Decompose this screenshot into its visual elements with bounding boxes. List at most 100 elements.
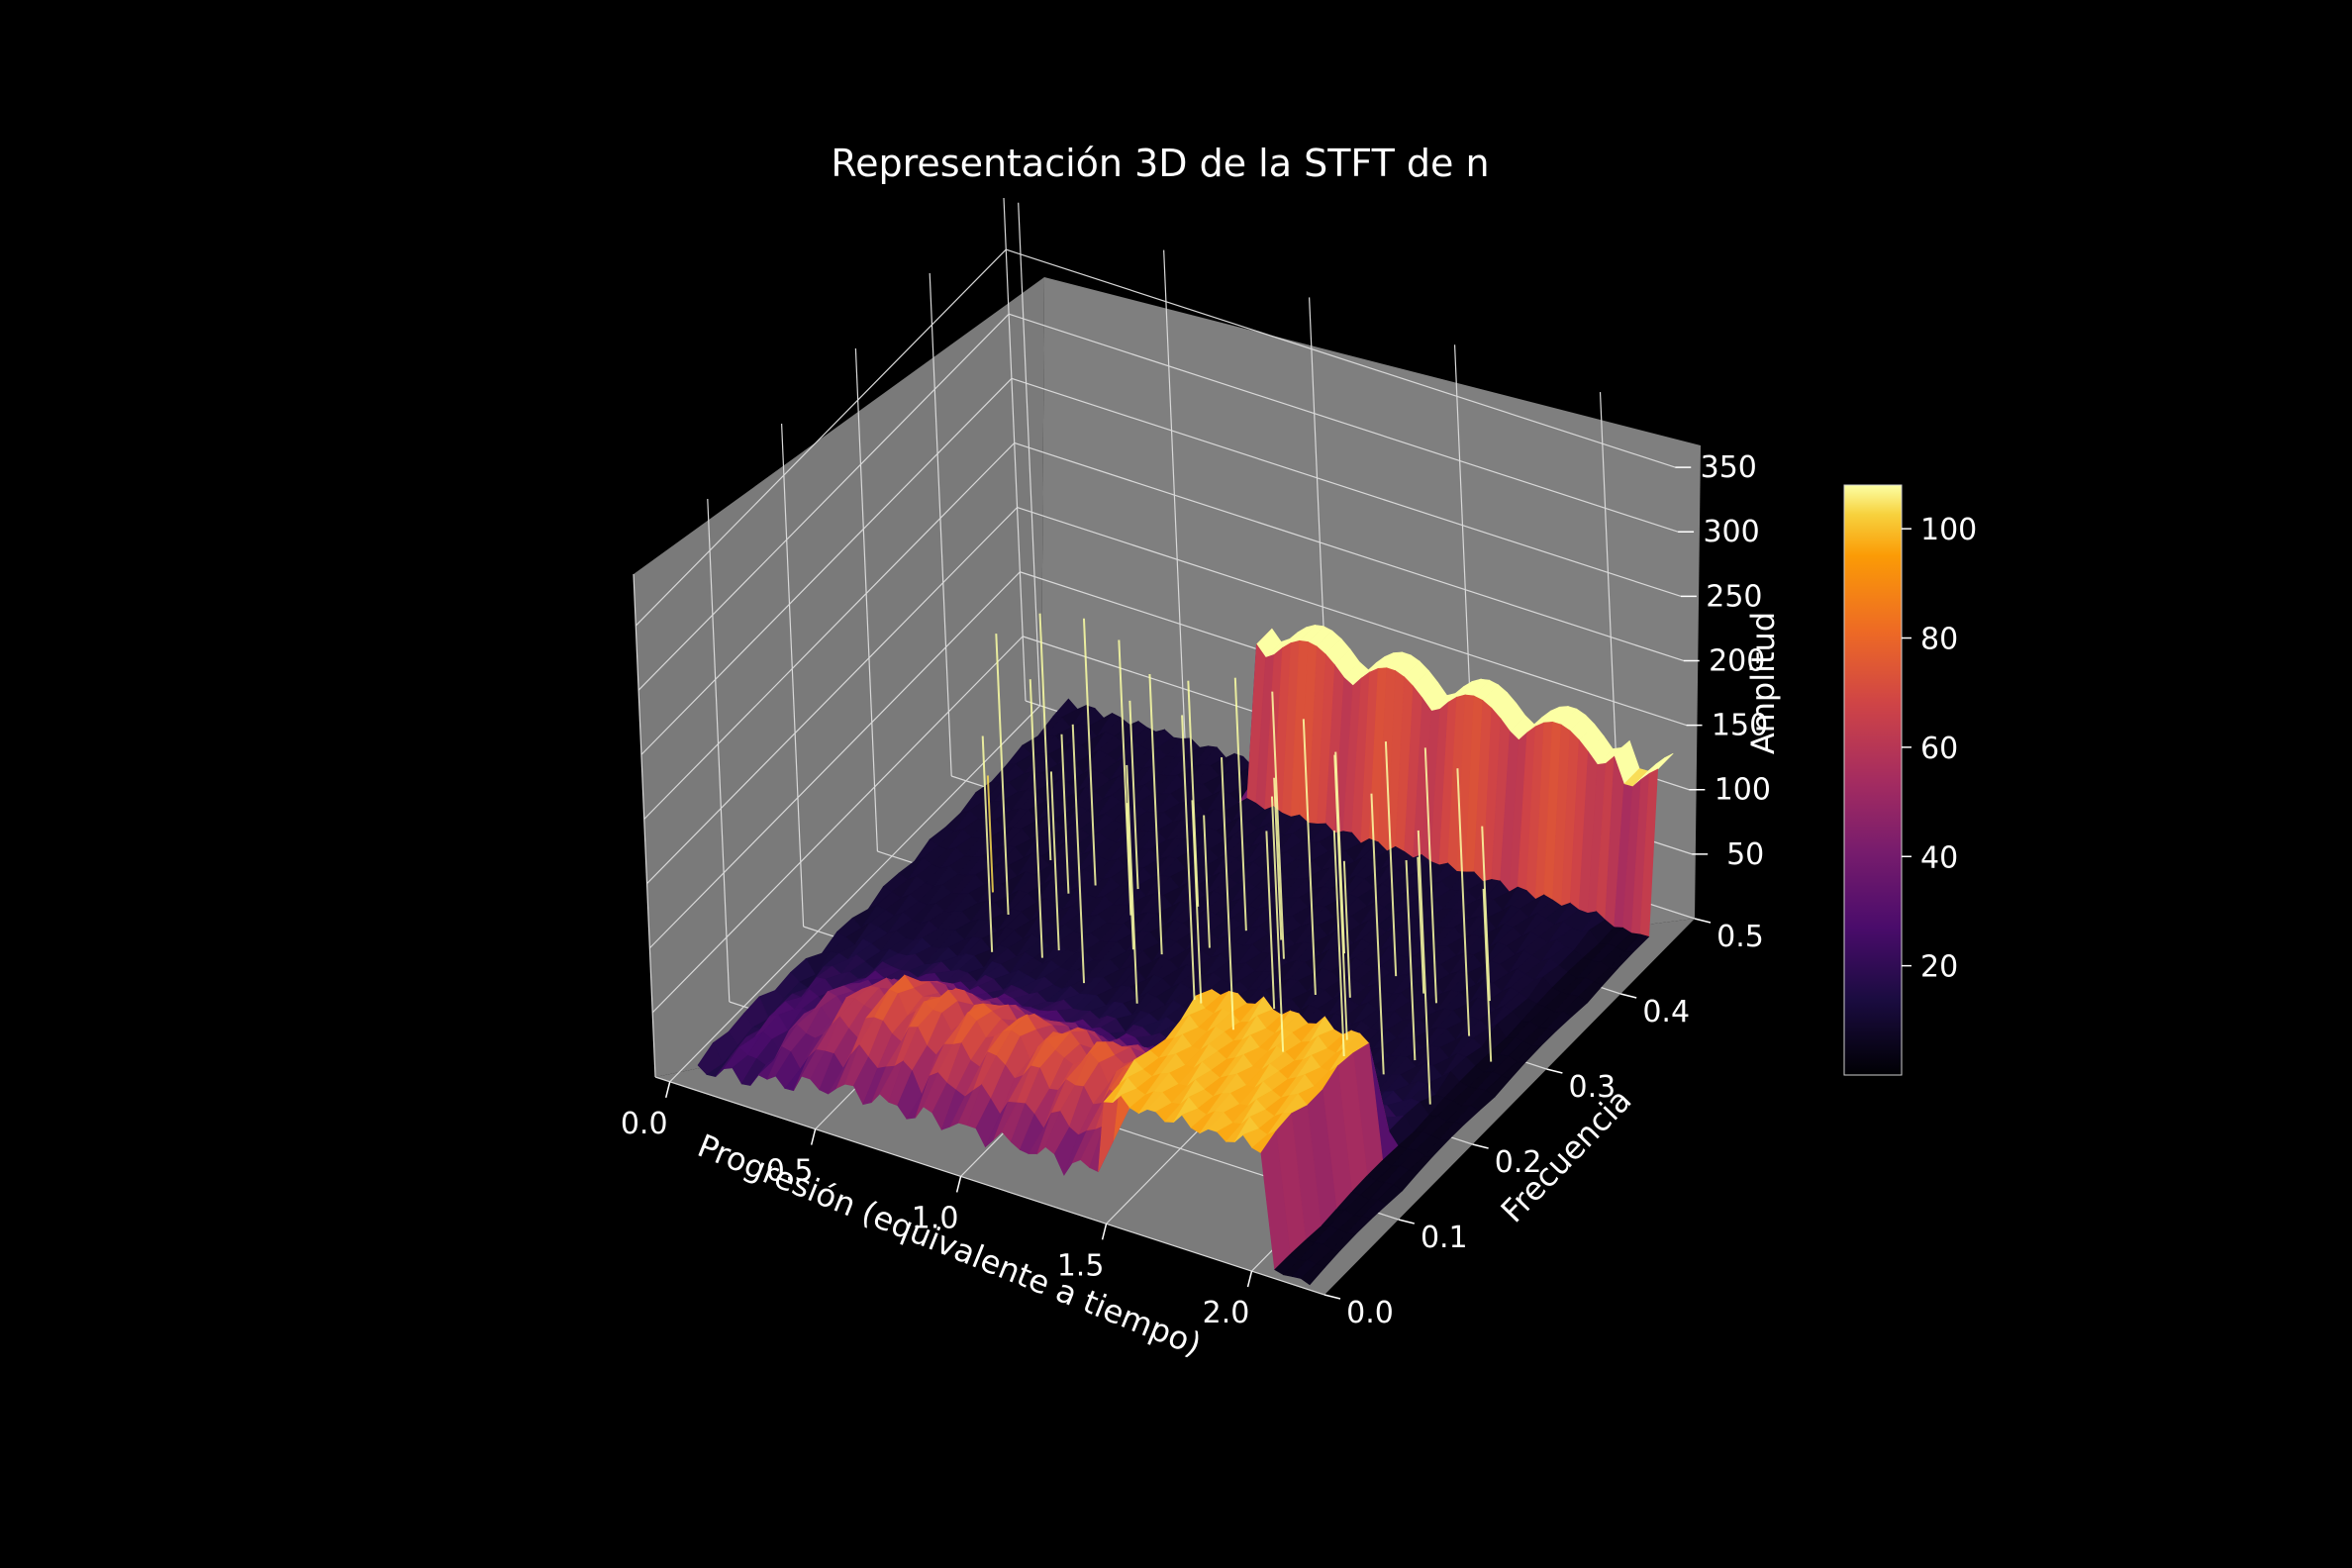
colorbar-ticks: 20 40 60 80 100 bbox=[1902, 513, 1977, 985]
grid-line bbox=[1008, 313, 1679, 533]
x-tick-label: 1.0 bbox=[912, 1201, 959, 1235]
y-tick-label: 0.5 bbox=[1716, 920, 1764, 954]
y-tick-mark bbox=[1472, 1143, 1489, 1149]
grid-line bbox=[707, 498, 731, 1003]
spike-line bbox=[1384, 741, 1398, 977]
y-axis-ticks: 0.0 0.1 0.2 0.3 0.4 0.5 bbox=[1323, 918, 1764, 1330]
grid-line bbox=[1006, 248, 1676, 468]
x-tick-mark bbox=[955, 1176, 962, 1193]
grid-line bbox=[643, 442, 1016, 820]
y-tick-mark bbox=[1694, 918, 1712, 924]
spike-line bbox=[1233, 677, 1247, 931]
y-tick-label: 0.2 bbox=[1495, 1145, 1542, 1180]
z-tick-label: 250 bbox=[1706, 579, 1762, 614]
x-tick-mark bbox=[1101, 1224, 1108, 1240]
grid-line bbox=[633, 573, 656, 1078]
spike-line bbox=[986, 775, 994, 893]
spike-line bbox=[1456, 768, 1471, 1036]
chart-title: Representación 3D de la STFT de n bbox=[831, 142, 1489, 185]
spike-line bbox=[1333, 754, 1348, 1040]
colorbar-tick-label: 80 bbox=[1920, 623, 1958, 657]
y-tick-mark bbox=[1323, 1294, 1341, 1300]
spike-line bbox=[1405, 859, 1417, 1061]
spike-line bbox=[1423, 747, 1437, 1004]
spike-line bbox=[1126, 764, 1138, 1004]
grid-line bbox=[648, 571, 1021, 949]
x-axis-ticks: 0.0 0.5 1.0 1.5 2.0 bbox=[621, 1081, 1253, 1330]
x-tick-mark bbox=[664, 1081, 671, 1098]
spike-line bbox=[1370, 793, 1385, 1075]
grid-line bbox=[635, 248, 1007, 627]
surface-cell bbox=[1300, 1263, 1326, 1286]
z-tick-label: 150 bbox=[1712, 709, 1768, 743]
z-axis-ticks: 50 100 150 200 250 300 350 bbox=[1675, 450, 1771, 872]
grid-line bbox=[781, 423, 805, 928]
grid-line bbox=[669, 705, 1041, 1083]
z-tick-label: 100 bbox=[1715, 773, 1771, 808]
spike-line bbox=[1270, 796, 1285, 1052]
grid-line bbox=[1017, 507, 1687, 727]
spike-line bbox=[1082, 618, 1097, 886]
x-tick-mark bbox=[810, 1128, 817, 1145]
y-tick-label: 0.3 bbox=[1569, 1070, 1617, 1105]
x-tick-label: 0.5 bbox=[766, 1154, 814, 1189]
y-tick-label: 0.4 bbox=[1642, 995, 1690, 1029]
spike-line bbox=[1029, 679, 1043, 958]
colorbar-tick-label: 40 bbox=[1920, 840, 1958, 875]
spike-line bbox=[1148, 673, 1163, 955]
spike-line bbox=[1181, 715, 1196, 1001]
z-tick-label: 50 bbox=[1726, 837, 1764, 872]
surface bbox=[697, 613, 1674, 1286]
grid-line bbox=[651, 636, 1024, 1014]
x-tick-mark bbox=[1246, 1270, 1253, 1288]
spike-line bbox=[1273, 777, 1283, 940]
spike-line bbox=[1203, 815, 1211, 948]
spike-line bbox=[1334, 751, 1346, 954]
spike-line bbox=[1332, 830, 1345, 1057]
colorbar-tick-label: 100 bbox=[1920, 513, 1977, 547]
spike-line bbox=[1187, 680, 1200, 907]
y-tick-mark bbox=[1546, 1068, 1563, 1074]
spike-line bbox=[1126, 803, 1134, 950]
grid-line bbox=[854, 347, 878, 852]
z-axis-label: Amplitud bbox=[1744, 612, 1782, 754]
spike-line bbox=[1271, 691, 1285, 959]
grid-line bbox=[654, 1076, 1325, 1296]
spike-line bbox=[1071, 724, 1086, 984]
grid-line bbox=[1011, 377, 1682, 597]
spike-line bbox=[995, 634, 1010, 916]
spike-line bbox=[1265, 831, 1276, 1010]
z-tick-label: 300 bbox=[1703, 515, 1759, 549]
grid-line bbox=[1163, 249, 1187, 753]
colorbar: 20 40 60 80 100 bbox=[1843, 484, 1977, 1076]
spike-line bbox=[981, 735, 994, 952]
spike-line bbox=[1302, 719, 1317, 996]
spike-line bbox=[1060, 734, 1070, 894]
colorbar-tick-label: 20 bbox=[1920, 950, 1958, 985]
spike-line bbox=[1191, 800, 1203, 1004]
spike-line bbox=[1118, 639, 1132, 916]
x-tick-label: 0.0 bbox=[621, 1107, 668, 1141]
x-tick-label: 1.5 bbox=[1057, 1248, 1105, 1283]
y-tick-label: 0.1 bbox=[1421, 1221, 1468, 1255]
x-tick-label: 2.0 bbox=[1203, 1296, 1250, 1330]
grid-line bbox=[1018, 202, 1041, 706]
spike-line bbox=[1049, 771, 1060, 951]
spike-line bbox=[1342, 860, 1351, 998]
grid-line bbox=[1014, 441, 1684, 662]
spike-line bbox=[1221, 757, 1234, 1030]
grid-line bbox=[637, 313, 1010, 691]
colorbar-tick-label: 60 bbox=[1920, 732, 1958, 766]
spike-line bbox=[1482, 888, 1493, 1062]
y-tick-mark bbox=[1620, 993, 1637, 999]
spike-line bbox=[1128, 700, 1139, 890]
spike-line bbox=[1417, 856, 1425, 994]
y-tick-label: 0.0 bbox=[1346, 1296, 1394, 1330]
grid-line bbox=[929, 272, 952, 777]
colorbar-gradient bbox=[1843, 484, 1903, 1076]
grid-line bbox=[646, 507, 1018, 885]
z-tick-label: 200 bbox=[1709, 643, 1765, 678]
grid-line bbox=[1003, 197, 1027, 702]
spike-line bbox=[1038, 613, 1052, 861]
